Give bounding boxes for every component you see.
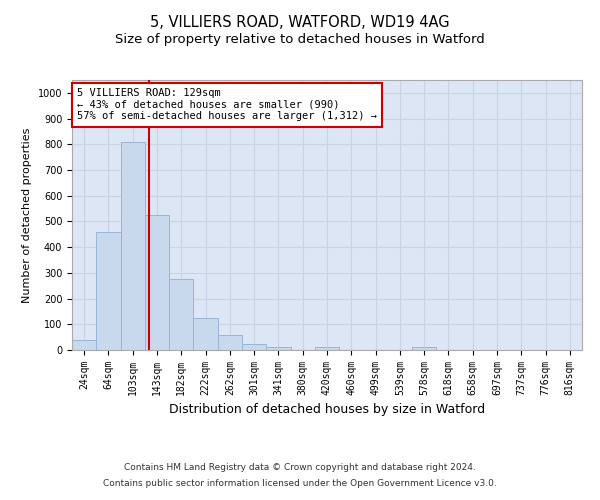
Text: 5, VILLIERS ROAD, WATFORD, WD19 4AG: 5, VILLIERS ROAD, WATFORD, WD19 4AG [150, 15, 450, 30]
Text: Contains public sector information licensed under the Open Government Licence v3: Contains public sector information licen… [103, 479, 497, 488]
X-axis label: Distribution of detached houses by size in Watford: Distribution of detached houses by size … [169, 404, 485, 416]
Bar [315, 347, 339, 350]
Bar [96, 232, 121, 350]
Bar [169, 280, 193, 350]
Bar [266, 347, 290, 350]
Y-axis label: Number of detached properties: Number of detached properties [22, 128, 32, 302]
Bar [193, 318, 218, 350]
Text: Size of property relative to detached houses in Watford: Size of property relative to detached ho… [115, 32, 485, 46]
Bar [145, 215, 169, 350]
Bar [242, 344, 266, 350]
Text: 5 VILLIERS ROAD: 129sqm
← 43% of detached houses are smaller (990)
57% of semi-d: 5 VILLIERS ROAD: 129sqm ← 43% of detache… [77, 88, 377, 122]
Bar [218, 336, 242, 350]
Bar [72, 340, 96, 350]
Bar [412, 348, 436, 350]
Bar [121, 142, 145, 350]
Text: Contains HM Land Registry data © Crown copyright and database right 2024.: Contains HM Land Registry data © Crown c… [124, 462, 476, 471]
